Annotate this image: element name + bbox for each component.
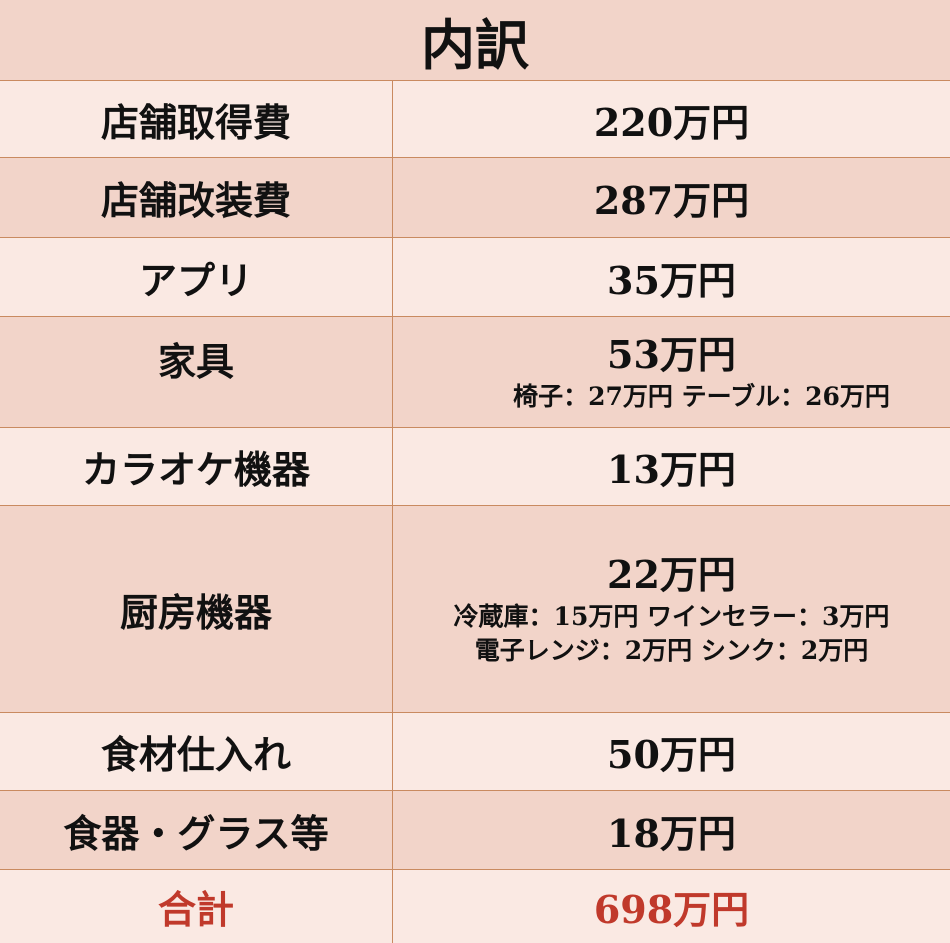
item-detail: 椅子：27万円 テーブル：26万円 bbox=[393, 380, 950, 414]
item-detail: 電子レンジ：2万円 シンク：2万円 bbox=[393, 634, 950, 668]
item-amount-cell: 22万円 冷蔵庫：15万円 ワインセラー：3万円 電子レンジ：2万円 シンク：2… bbox=[393, 506, 950, 713]
total-label: 合計 bbox=[0, 870, 393, 943]
item-amount: 22万円 bbox=[393, 550, 950, 600]
item-amount: 53万円 bbox=[393, 330, 950, 380]
item-amount: 50万円 bbox=[393, 713, 950, 791]
item-label: 家具 bbox=[0, 317, 393, 428]
item-amount: 287万円 bbox=[393, 158, 950, 238]
item-detail: 冷蔵庫：15万円 ワインセラー：3万円 bbox=[393, 600, 950, 634]
total-amount: 698万円 bbox=[393, 870, 950, 943]
table-row: 食材仕入れ 50万円 bbox=[0, 713, 950, 791]
item-label: アプリ bbox=[0, 238, 393, 317]
item-amount: 13万円 bbox=[393, 428, 950, 506]
item-amount: 18万円 bbox=[393, 791, 950, 870]
total-row: 合計 698万円 bbox=[0, 870, 950, 943]
table-row: カラオケ機器 13万円 bbox=[0, 428, 950, 506]
table-row: アプリ 35万円 bbox=[0, 238, 950, 317]
table-row: 厨房機器 22万円 冷蔵庫：15万円 ワインセラー：3万円 電子レンジ：2万円 … bbox=[0, 506, 950, 713]
item-label: 店舗改装費 bbox=[0, 158, 393, 238]
table-title: 内訳 bbox=[0, 0, 950, 80]
item-amount: 35万円 bbox=[393, 238, 950, 317]
table-row: 食器・グラス等 18万円 bbox=[0, 791, 950, 870]
table-row: 店舗取得費 220万円 bbox=[0, 81, 950, 158]
table-row: 店舗改装費 287万円 bbox=[0, 158, 950, 238]
item-label: カラオケ機器 bbox=[0, 428, 393, 506]
breakdown-table: 店舗取得費 220万円 店舗改装費 287万円 アプリ 35万円 家具 53万円… bbox=[0, 80, 950, 943]
item-amount: 220万円 bbox=[393, 81, 950, 158]
item-label: 食材仕入れ bbox=[0, 713, 393, 791]
item-label: 厨房機器 bbox=[0, 506, 393, 713]
item-label: 食器・グラス等 bbox=[0, 791, 393, 870]
table-row: 家具 53万円 椅子：27万円 テーブル：26万円 bbox=[0, 317, 950, 428]
item-amount-cell: 53万円 椅子：27万円 テーブル：26万円 bbox=[393, 317, 950, 428]
item-label: 店舗取得費 bbox=[0, 81, 393, 158]
